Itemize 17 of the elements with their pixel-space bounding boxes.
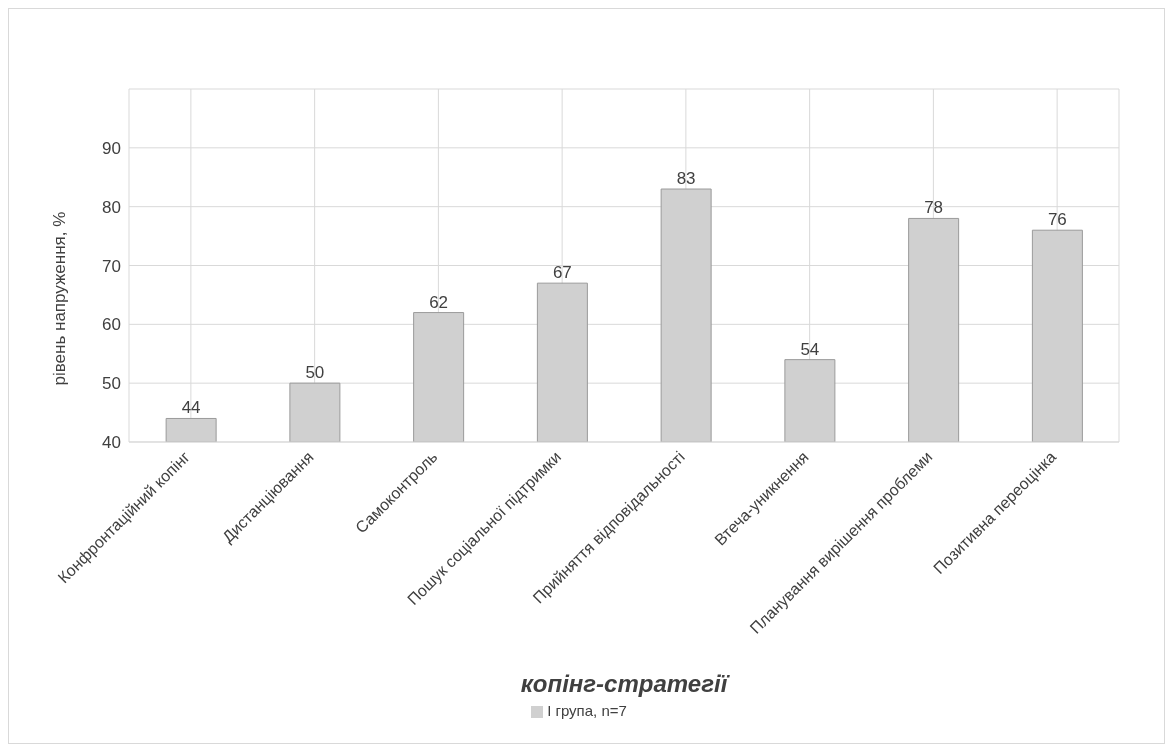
y-tick-label: 40 [102, 433, 121, 453]
y-tick-label: 90 [102, 138, 121, 158]
y-axis-title: рівень напруження, % [50, 211, 70, 386]
x-axis-title: копінг-стратегії [520, 670, 731, 697]
y-tick-label: 50 [102, 374, 121, 394]
data-label: 67 [552, 263, 572, 283]
legend-label: І група, n=7 [547, 702, 627, 719]
y-tick-label: 80 [102, 197, 121, 217]
data-label: 44 [181, 398, 201, 418]
data-label: 50 [305, 363, 325, 383]
y-tick-label: 60 [102, 315, 121, 335]
data-label: 83 [676, 169, 696, 189]
y-tick-label: 70 [102, 256, 121, 276]
data-label: 76 [1047, 210, 1067, 230]
data-label: 54 [800, 339, 820, 359]
data-label: 62 [429, 292, 449, 312]
data-label: 78 [924, 198, 944, 218]
